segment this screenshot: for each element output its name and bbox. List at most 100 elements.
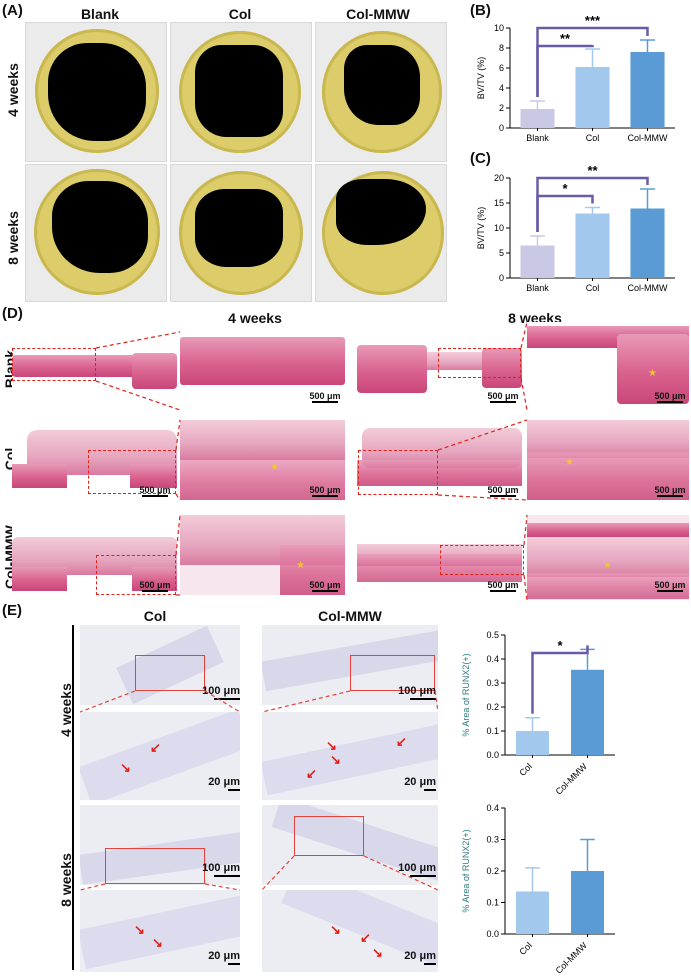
scalebar: 100 μm: [396, 862, 436, 877]
tissue: [12, 567, 67, 591]
panel-c-label: (C): [470, 150, 491, 167]
ct-colmmw-4w: [315, 22, 447, 162]
zoom-box: [96, 555, 176, 595]
panel-e-col-col: Col: [143, 608, 167, 624]
he-colmmw-8w-zoom: [527, 515, 689, 600]
significance-bracket: [536, 26, 649, 97]
panel-a-row-8weeks: 8 weeks: [5, 211, 21, 265]
panel-a-col-blank: Blank: [80, 6, 120, 22]
y-tick-label: 0: [499, 123, 504, 133]
he-blank-4w-zoom: [180, 332, 345, 410]
bar: [516, 731, 549, 755]
y-tick-label: 15: [494, 198, 504, 208]
y-tick-label: 8: [499, 43, 504, 53]
zoom-box: [88, 450, 176, 494]
zoom-box: [12, 348, 96, 381]
tissue: [130, 464, 177, 488]
ihc-colmmw-4w-zoom: [262, 712, 438, 800]
arrow-marker: ↘: [326, 738, 337, 753]
scalebar: 500 μm: [487, 580, 519, 592]
star-marker: ★: [648, 368, 657, 379]
tissue: [357, 554, 522, 582]
y-tick-label: 0.5: [486, 630, 499, 640]
he-blank-8w-overview: [357, 340, 522, 400]
ihc-col-8w-zoom: [80, 890, 240, 972]
chart-e1: 0.0 0.1 0.2 0.3 0.4 0.5 % Area of RUNX2(+) Col C…: [461, 630, 615, 797]
arrow-marker: ↘: [330, 752, 341, 767]
arrow-marker: ↘: [152, 935, 163, 950]
y-tick-label: 0.1: [486, 898, 499, 908]
star-marker: ★: [270, 462, 279, 473]
he-colmmw-8w-overview: [357, 530, 522, 600]
arrow-marker: ↙: [396, 734, 407, 749]
x-tick-label: Col-MMW: [628, 283, 668, 293]
tissue: [527, 523, 689, 537]
y-tick-label: 20: [494, 173, 504, 183]
star-marker: ★: [603, 560, 612, 571]
tissue: [180, 420, 345, 460]
panel-a-label: (A): [2, 2, 23, 19]
x-tick-label: Col: [517, 940, 534, 957]
panel-e-divider: [72, 625, 74, 970]
ct-defect: [344, 45, 420, 125]
bar: [630, 52, 665, 128]
tissue: [357, 345, 427, 393]
tissue: [280, 545, 345, 595]
scalebar: 100 μm: [396, 685, 436, 700]
zoom-box: [438, 348, 521, 378]
arrow-marker: ↘: [134, 922, 145, 937]
star-marker: ★: [565, 457, 574, 468]
panel-a-row-4weeks: 4 weeks: [5, 63, 21, 117]
ct-defect: [195, 45, 283, 137]
significance-label: **: [587, 163, 598, 178]
y-tick-label: 10: [494, 23, 504, 33]
y-tick-label: 5: [499, 248, 504, 258]
ihc-col-4w-overview: [80, 625, 240, 705]
panel-e-label: (E): [2, 602, 22, 619]
ihc-col-4w-zoom: [80, 712, 240, 800]
he-col-8w-overview: [357, 420, 522, 500]
y-axis-label: BV/TV (%): [476, 207, 486, 250]
he-colmmw-4w-overview: [12, 525, 177, 600]
zoom-box: [440, 545, 524, 575]
scalebar: 500 μm: [309, 580, 341, 592]
significance-label: *: [557, 638, 563, 653]
significance-bracket: [536, 176, 649, 232]
tissue: [617, 334, 689, 404]
arrow-marker: ↙: [360, 930, 371, 945]
y-tick-label: 0: [499, 273, 504, 283]
scalebar: 500 μm: [309, 485, 341, 497]
significance-bracket: [531, 645, 589, 714]
panel-b-label: (B): [470, 2, 491, 19]
chart-e2: 0.0 0.1 0.2 0.3 0.4 % Area of RUNX2(+) Col Col-…: [461, 803, 615, 976]
arrow-marker: ↙: [306, 766, 317, 781]
panel-a-col-col: Col: [228, 6, 252, 22]
y-tick-label: 0.1: [486, 726, 499, 736]
y-tick-label: 0.4: [486, 803, 499, 813]
tissue: [527, 420, 689, 458]
ct-blank-4w: [25, 22, 167, 162]
x-tick-label: Blank: [526, 133, 549, 143]
tissue: [132, 567, 177, 591]
zoom-box: [358, 450, 438, 495]
ct-blank-8w: [25, 164, 167, 302]
y-tick-label: 0.0: [486, 929, 499, 939]
ct-defect: [52, 181, 148, 273]
y-tick-label: 4: [499, 83, 504, 93]
scalebar: 500 μm: [654, 485, 686, 497]
scalebar: 500 μm: [487, 485, 519, 497]
panel-e-col-colmmw: Col-MMW: [318, 608, 382, 624]
x-tick-label: Col-MMW: [628, 133, 668, 143]
y-tick-label: 0.4: [486, 654, 499, 664]
bar: [575, 213, 610, 278]
scalebar: 500 μm: [309, 391, 341, 403]
roi-connectors: [79, 690, 439, 891]
y-tick-label: 2: [499, 103, 504, 113]
ihc-colmmw-8w-zoom: [262, 890, 438, 972]
arrow-marker: ↘: [120, 760, 131, 775]
bar: [520, 245, 555, 278]
scalebar: 100 μm: [200, 685, 240, 700]
y-axis-label: BV/TV (%): [476, 57, 486, 100]
